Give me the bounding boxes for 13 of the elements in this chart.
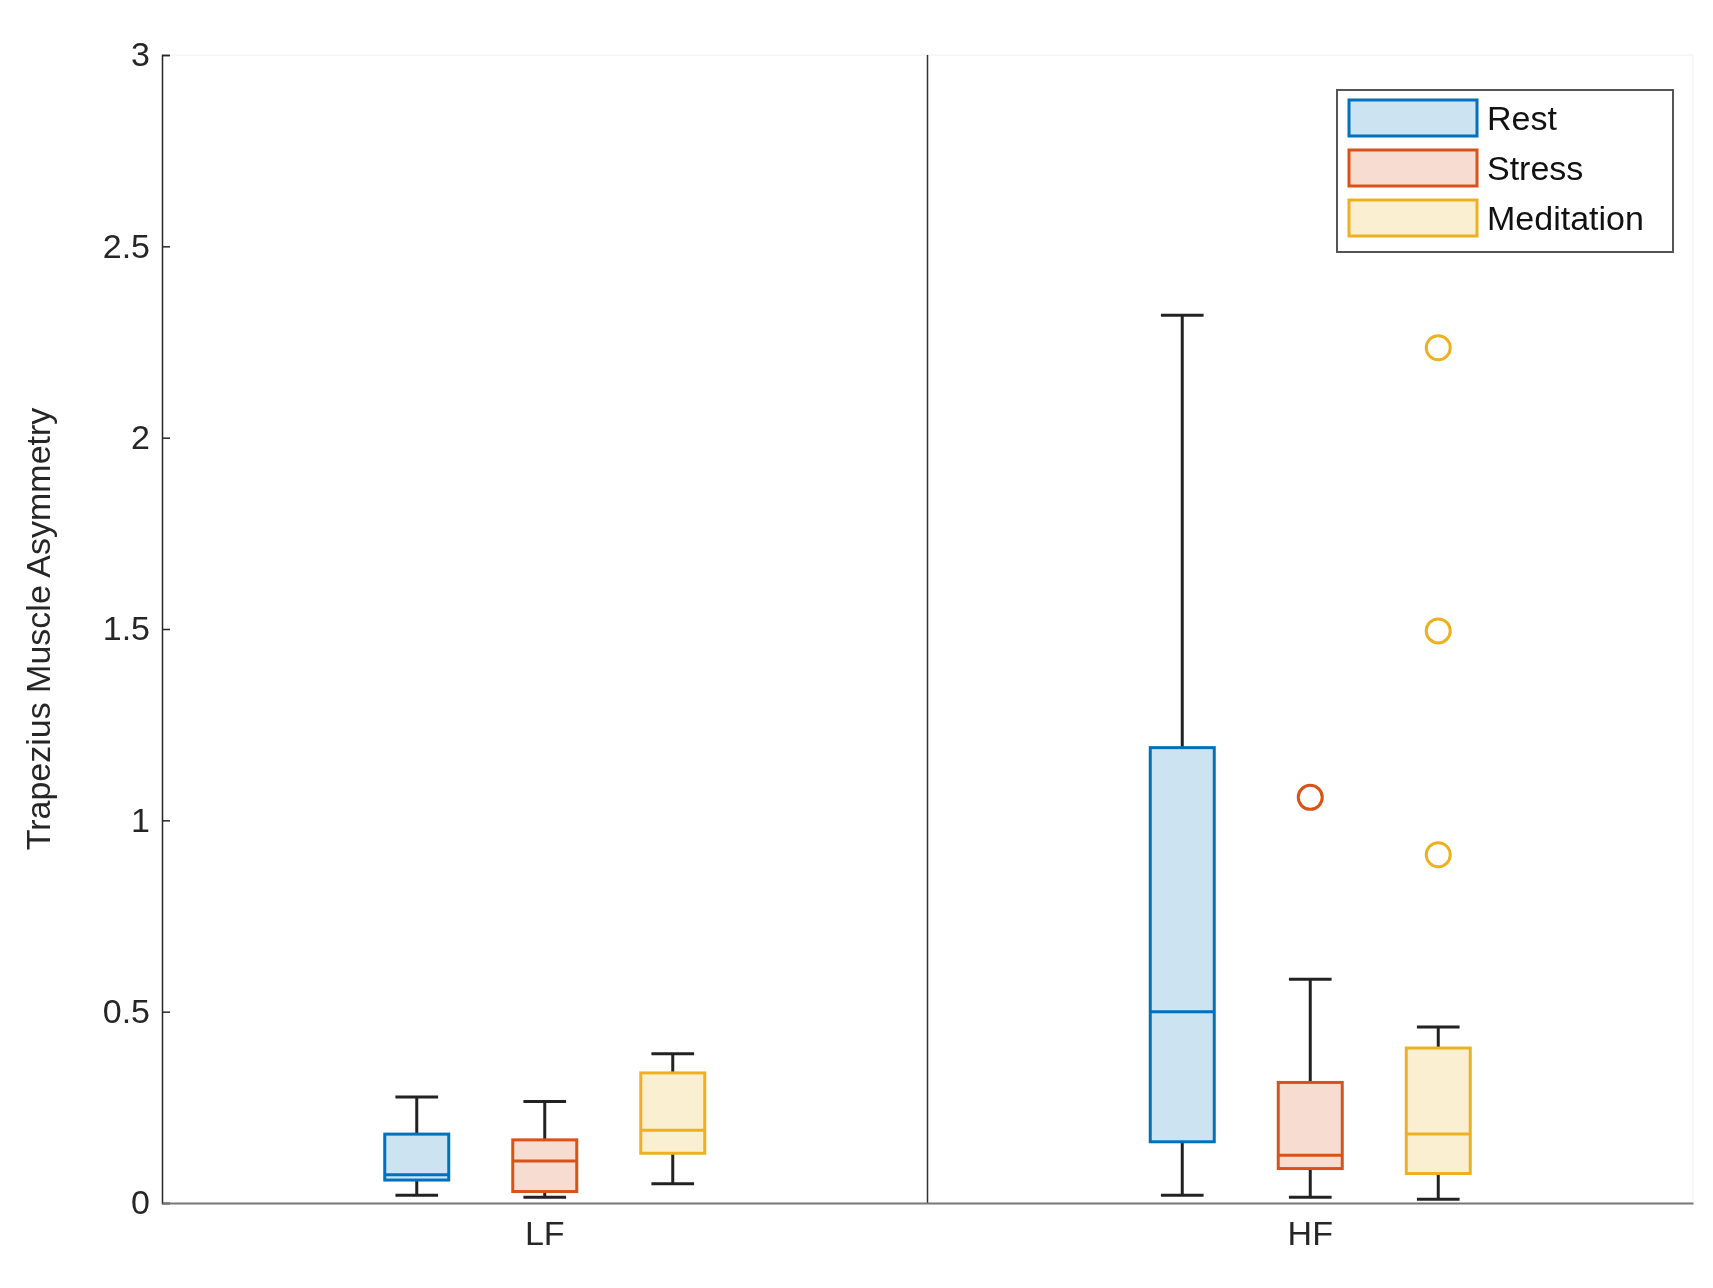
x-tick-label: HF xyxy=(1287,1214,1333,1253)
y-tick-label: 0.5 xyxy=(102,992,150,1031)
x-tick-label: LF xyxy=(524,1214,565,1253)
y-axis-title: Trapezius Muscle Asymmetry xyxy=(19,407,57,851)
y-tick-label: 3 xyxy=(131,35,150,74)
y-tick-label: 1 xyxy=(131,800,150,839)
y-tick-label: 2.5 xyxy=(102,226,150,265)
y-tick-label: 1.5 xyxy=(102,609,150,648)
y-tick-label: 2 xyxy=(131,418,150,457)
legend-label: Meditation xyxy=(1487,199,1644,237)
y-tick-label: 0 xyxy=(131,1183,150,1222)
legend-label: Stress xyxy=(1487,149,1584,187)
legend-label: Rest xyxy=(1487,99,1558,137)
